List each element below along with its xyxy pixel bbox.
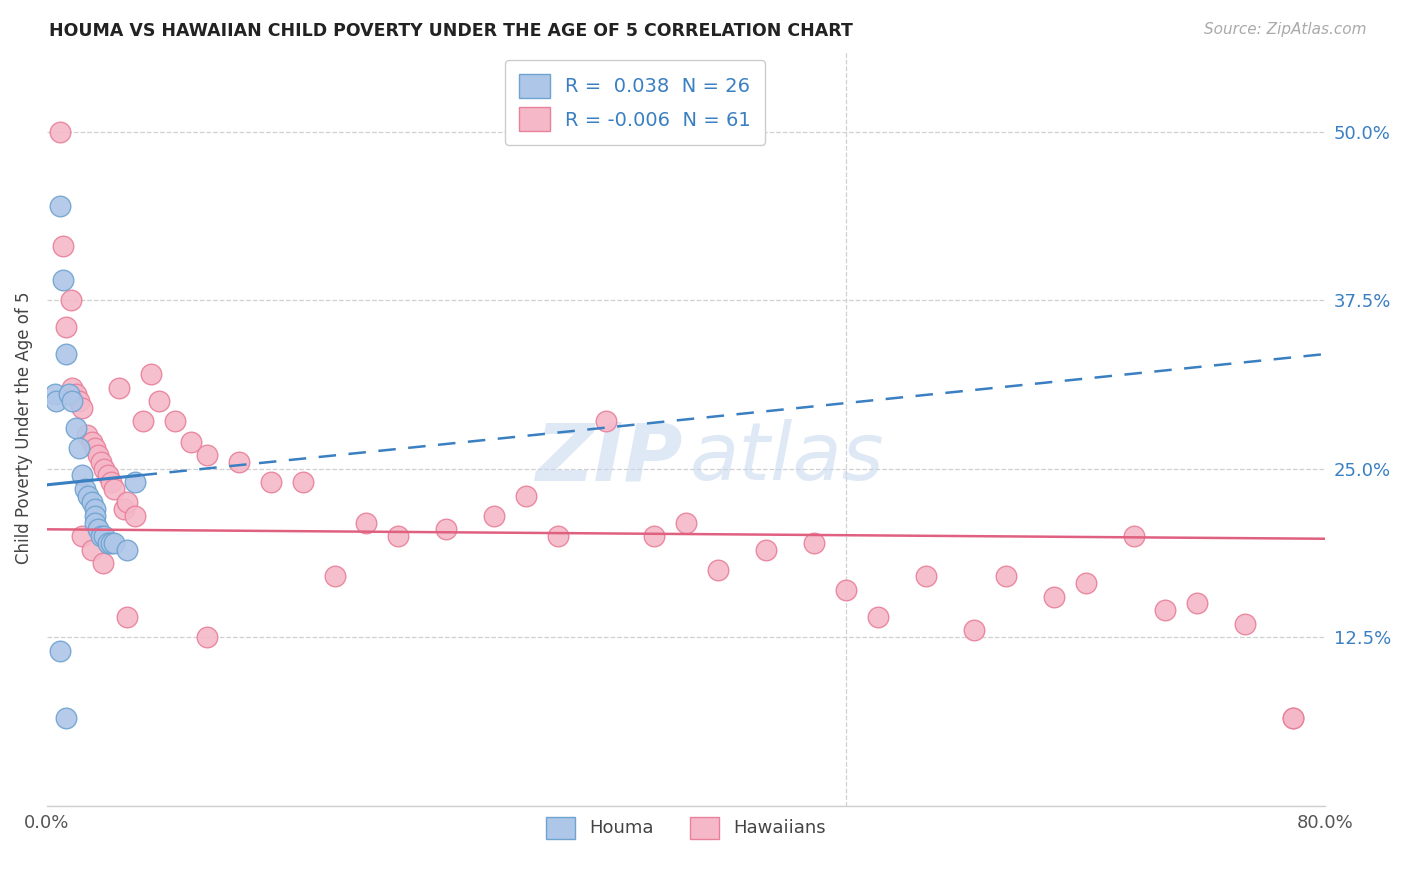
Point [100,536,122,550]
Point [112,502,135,516]
Point [515,489,537,503]
Point [55,711,77,725]
Point [195,630,218,644]
Point [93,529,115,543]
Point [1074,576,1097,591]
Point [55,320,77,334]
Point [90,529,112,543]
Point [148,394,170,409]
Point [103,536,125,550]
Point [1122,529,1144,543]
Point [1154,603,1177,617]
Point [45,394,67,409]
Text: atlas: atlas [690,419,884,498]
Point [100,475,122,489]
Point [52,239,75,253]
Point [291,475,314,489]
Point [93,461,115,475]
Point [132,414,155,428]
Point [90,455,112,469]
Point [994,569,1017,583]
Point [595,414,617,428]
Point [77,489,100,503]
Point [52,273,75,287]
Point [76,428,98,442]
Point [1282,711,1305,725]
Point [115,542,138,557]
Point [1042,590,1064,604]
Point [195,448,218,462]
Point [755,542,778,557]
Point [707,563,730,577]
Point [1234,616,1257,631]
Point [80,434,103,449]
Point [87,522,110,536]
Text: Source: ZipAtlas.com: Source: ZipAtlas.com [1204,22,1367,37]
Point [97,536,120,550]
Point [80,495,103,509]
Point [675,516,697,530]
Point [835,582,858,597]
Point [87,448,110,462]
Point [65,387,87,401]
Point [1187,597,1209,611]
Point [97,468,120,483]
Point [434,522,457,536]
Point [48,199,70,213]
Point [323,569,346,583]
Point [124,475,146,489]
Point [62,381,84,395]
Point [83,516,105,530]
Point [44,387,66,401]
Point [387,529,409,543]
Point [259,475,281,489]
Point [62,394,84,409]
Point [70,401,93,415]
Point [139,368,162,382]
Point [67,442,90,456]
Point [124,508,146,523]
Point [70,468,93,483]
Point [803,536,825,550]
Point [48,125,70,139]
Point [1282,711,1305,725]
Point [48,643,70,657]
Point [91,556,114,570]
Point [83,442,105,456]
Point [58,387,80,401]
Point [67,394,90,409]
Point [83,508,105,523]
Text: ZIP: ZIP [534,419,682,498]
Point [484,508,506,523]
Point [107,381,129,395]
Point [356,516,378,530]
Point [83,502,105,516]
Point [55,347,77,361]
Y-axis label: Child Poverty Under the Age of 5: Child Poverty Under the Age of 5 [15,292,32,565]
Point [65,421,87,435]
Point [963,624,986,638]
Point [180,434,202,449]
Legend: Houma, Hawaiians: Houma, Hawaiians [538,809,834,846]
Point [115,495,138,509]
Point [228,455,250,469]
Point [103,482,125,496]
Point [547,529,569,543]
Point [115,610,138,624]
Point [643,529,665,543]
Point [80,542,103,557]
Point [70,529,93,543]
Point [59,293,82,307]
Text: HOUMA VS HAWAIIAN CHILD POVERTY UNDER THE AGE OF 5 CORRELATION CHART: HOUMA VS HAWAIIAN CHILD POVERTY UNDER TH… [49,22,853,40]
Point [163,414,186,428]
Point [75,482,97,496]
Point [866,610,889,624]
Point [914,569,936,583]
